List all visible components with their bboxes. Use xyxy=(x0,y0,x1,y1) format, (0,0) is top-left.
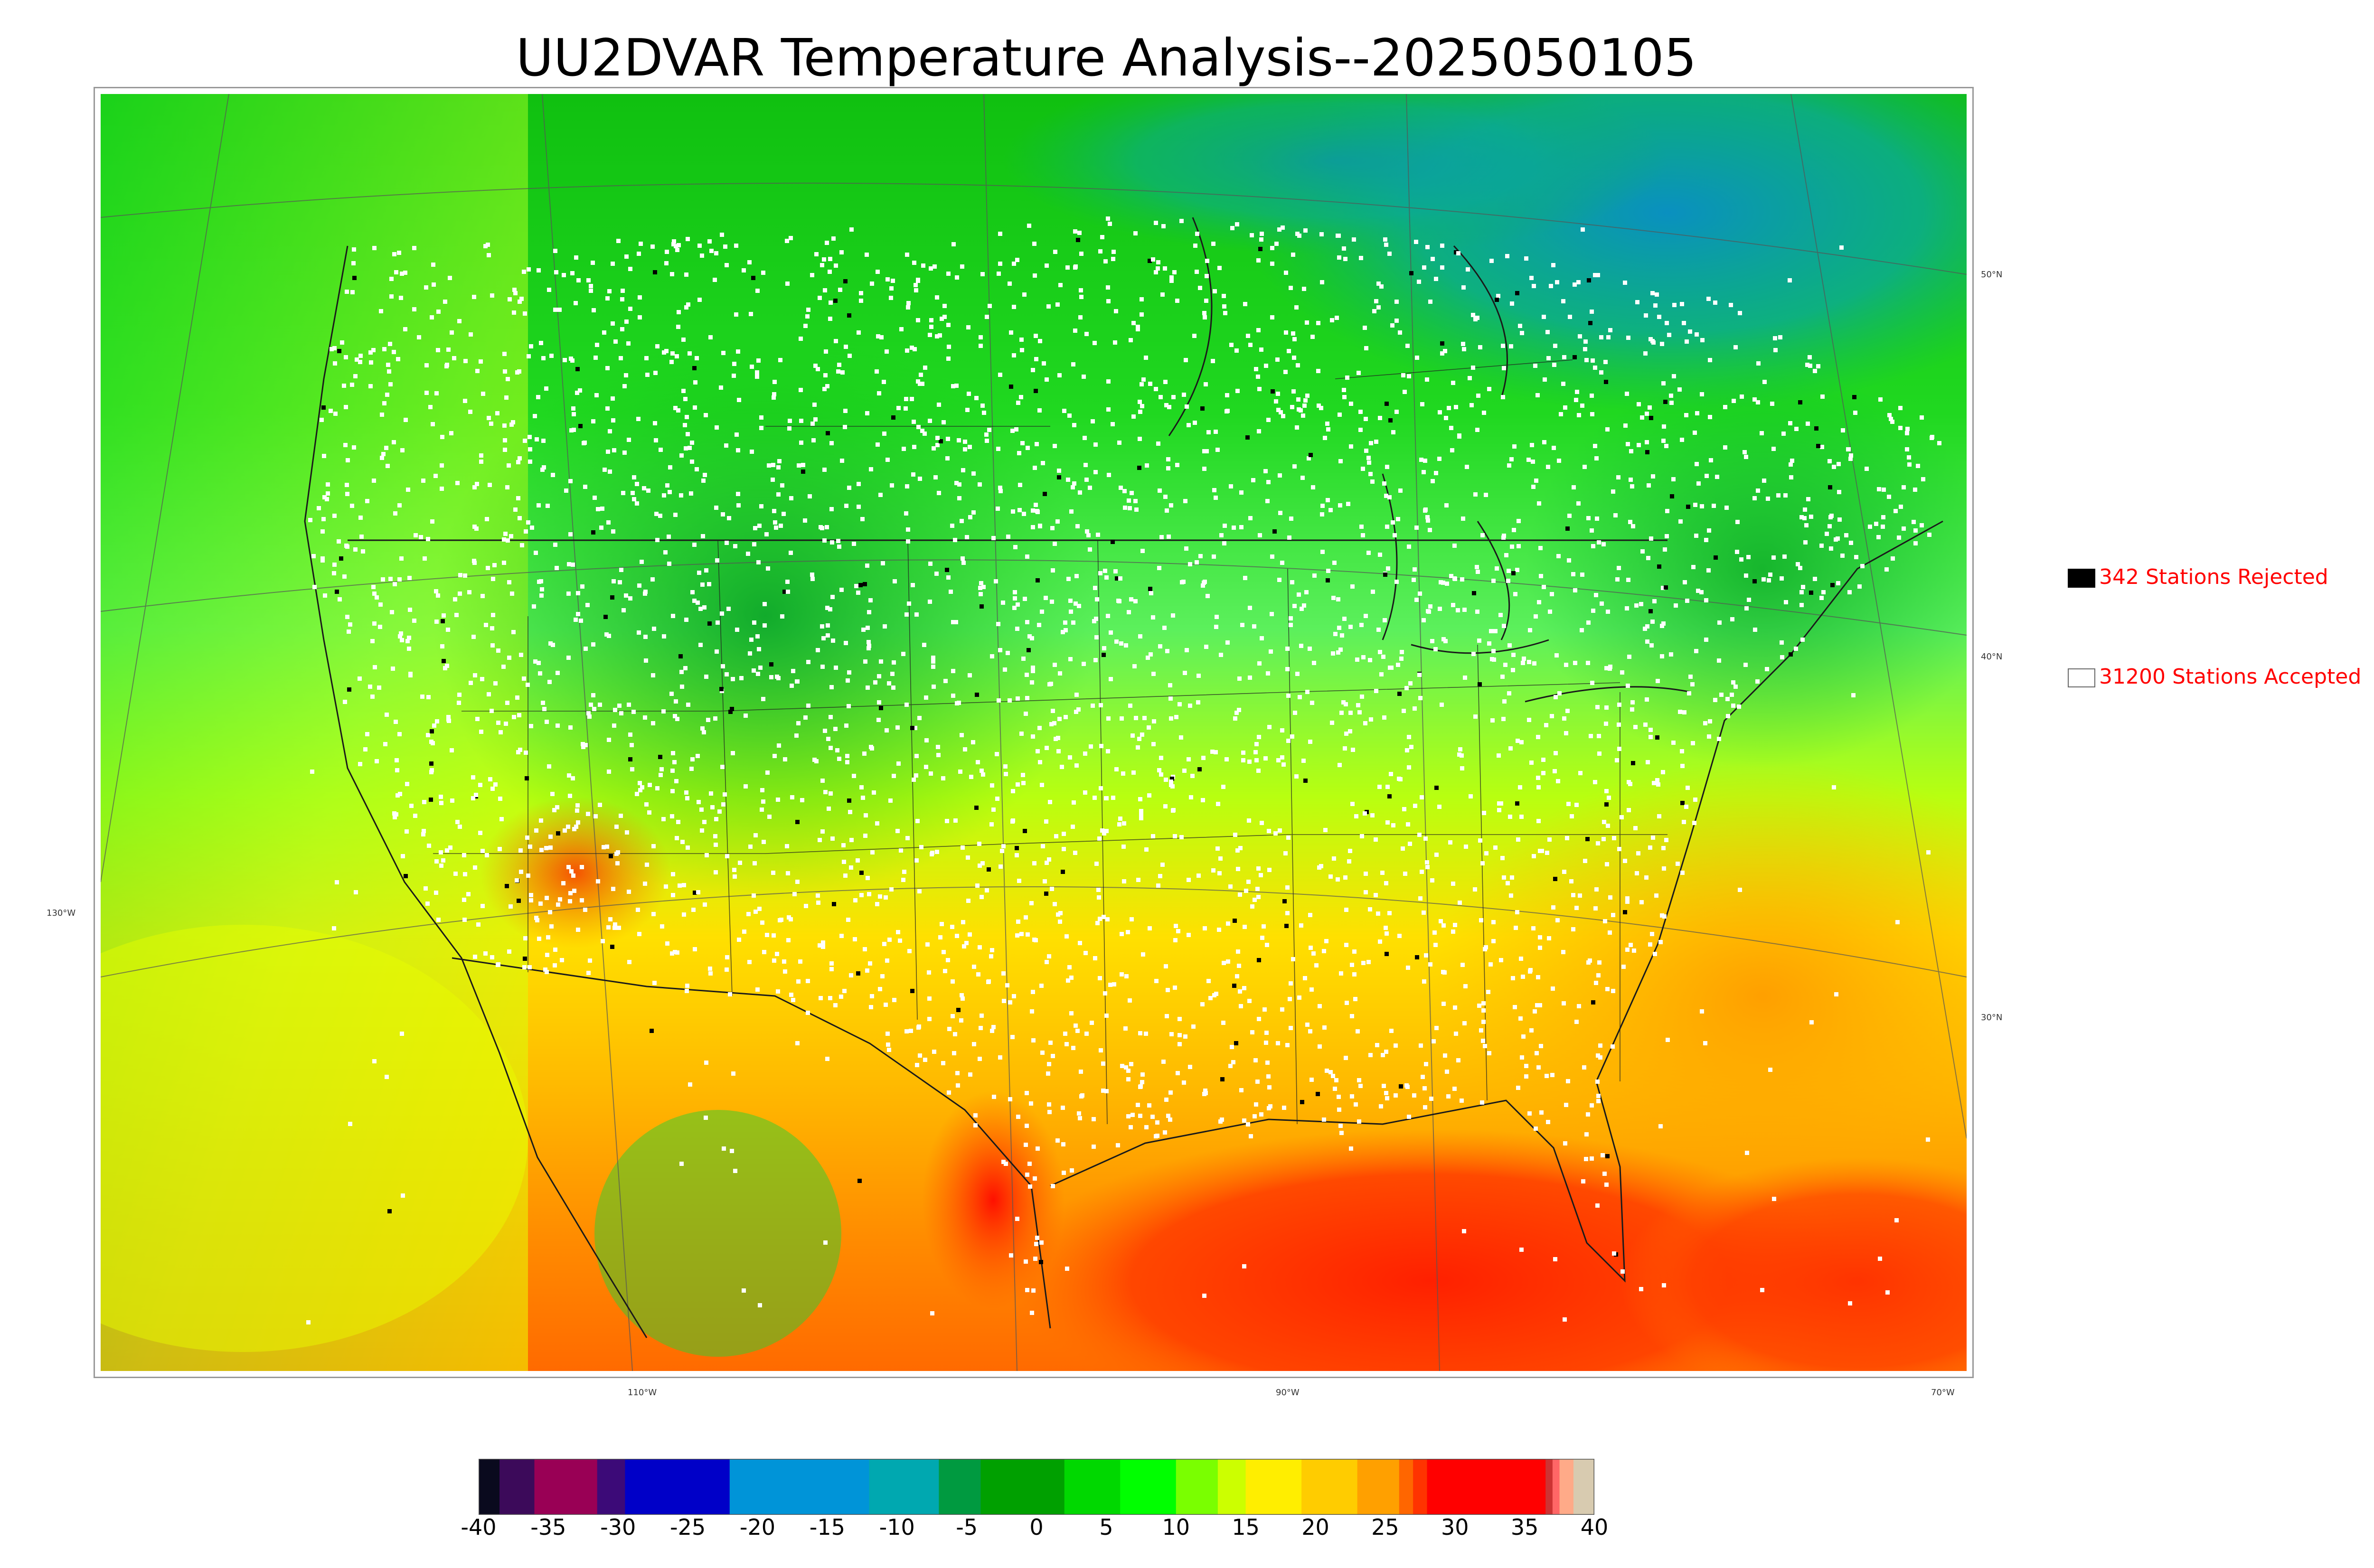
colorbar-band xyxy=(1399,1459,1413,1515)
temperature-map xyxy=(101,94,1967,1371)
colorbar-band xyxy=(1427,1459,1546,1515)
colorbar-tick-label: 20 xyxy=(1301,1514,1329,1540)
colorbar-band xyxy=(1545,1459,1553,1515)
colorbar-band xyxy=(534,1459,598,1515)
colorbar-tick-label: 0 xyxy=(1029,1514,1044,1540)
colorbar-band xyxy=(1245,1459,1302,1515)
coastlines xyxy=(304,217,1943,1338)
lat-label-50n: 50°N xyxy=(1981,270,2003,280)
colorbar-tick-label: -15 xyxy=(809,1514,845,1540)
colorbar-band xyxy=(1413,1459,1427,1515)
colorbar-band xyxy=(729,1459,869,1515)
colorbar-band xyxy=(1217,1459,1246,1515)
colorbar-band xyxy=(625,1459,730,1515)
colorbar-band xyxy=(1301,1459,1358,1515)
colorbar-tick-label: -40 xyxy=(461,1514,497,1540)
colorbar-band xyxy=(1357,1459,1400,1515)
colorbar-tick-label: -35 xyxy=(530,1514,566,1540)
colorbar-tick-label: 5 xyxy=(1099,1514,1113,1540)
lon-label-130w: 130°W xyxy=(47,908,76,918)
lat-label-40n: 40°N xyxy=(1981,652,2003,662)
lon-label-70w: 70°W xyxy=(1931,1388,1955,1398)
colorbar-tick-label: -30 xyxy=(600,1514,636,1540)
colorbar-tick-label: 35 xyxy=(1510,1514,1539,1540)
colorbar-tick-label: 10 xyxy=(1162,1514,1190,1540)
lat-label-30n: 30°N xyxy=(1981,1013,2003,1023)
colorbar-tick-label: 15 xyxy=(1232,1514,1260,1540)
colorbar-tick-label: -10 xyxy=(879,1514,915,1540)
page-title: UU2DVAR Temperature Analysis--2025050105 xyxy=(516,28,1697,88)
accepted-label: 31200 Stations Accepted xyxy=(2099,665,2362,689)
colorbar-tick-label: -5 xyxy=(956,1514,978,1540)
lon-label-110w: 110°W xyxy=(628,1388,657,1398)
colorbar-band xyxy=(1573,1459,1594,1515)
colorbar-band xyxy=(1120,1459,1177,1515)
colorbar xyxy=(479,1459,1594,1515)
colorbar-tick-label: 25 xyxy=(1371,1514,1399,1540)
lon-label-90w: 90°W xyxy=(1276,1388,1300,1398)
colorbar-band xyxy=(1176,1459,1218,1515)
colorbar-tick-label: -20 xyxy=(739,1514,776,1540)
colorbar-band xyxy=(499,1459,535,1515)
accepted-swatch xyxy=(2068,668,2095,687)
station-markers xyxy=(306,216,1941,1324)
colorbar-band xyxy=(597,1459,625,1515)
colorbar-band xyxy=(1552,1459,1560,1515)
colorbar-band xyxy=(479,1459,500,1515)
rejected-label: 342 Stations Rejected xyxy=(2099,565,2328,589)
colorbar-band xyxy=(980,1459,1065,1515)
rejected-swatch xyxy=(2068,569,2095,588)
colorbar-tick-label: 40 xyxy=(1580,1514,1609,1540)
colorbar-tick-label: 30 xyxy=(1441,1514,1469,1540)
colorbar-band xyxy=(869,1459,939,1515)
colorbar-band xyxy=(1064,1459,1121,1515)
colorbar-band xyxy=(1559,1459,1574,1515)
colorbar-band xyxy=(939,1459,981,1515)
colorbar-tick-label: -25 xyxy=(670,1514,706,1540)
